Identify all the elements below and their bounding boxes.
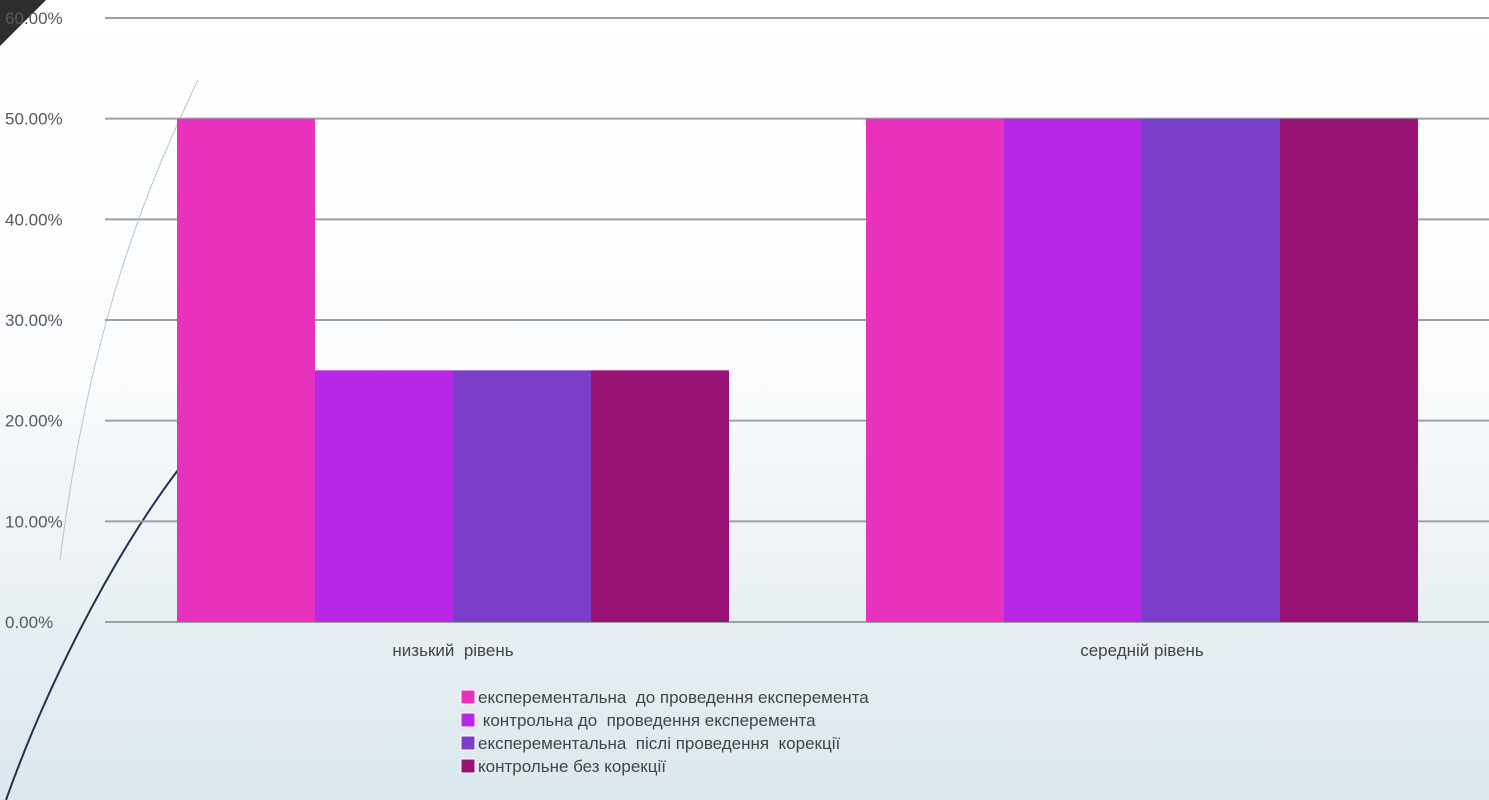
x-axis-labels: низький рівень середній рівень bbox=[392, 641, 1204, 660]
corner-decoration bbox=[0, 0, 46, 46]
y-tick-label: 20.00% bbox=[5, 412, 63, 431]
y-axis-labels: 0.00% 10.00% 20.00% 30.00% 40.00% 50.00% 60.00… bbox=[5, 9, 63, 632]
y-tick-label: 10.00% bbox=[5, 512, 63, 531]
bar bbox=[1142, 118, 1280, 623]
decor-curve-line bbox=[5, 469, 179, 800]
y-tick-label: 30.00% bbox=[5, 311, 63, 330]
y-tick-label: 60.00% bbox=[5, 9, 63, 28]
legend-label: контрольна до проведення експеремента bbox=[478, 711, 816, 730]
legend-swatch bbox=[460, 689, 476, 705]
legend-label: експерементальна до проведення експереме… bbox=[478, 688, 869, 707]
bar bbox=[315, 370, 453, 622]
bar bbox=[1004, 118, 1142, 623]
bar bbox=[1280, 118, 1418, 623]
bar bbox=[453, 370, 591, 622]
y-tick-label: 50.00% bbox=[5, 110, 63, 129]
legend-swatch bbox=[460, 712, 476, 728]
legend-label: контрольне без корекції bbox=[478, 757, 666, 776]
legend-swatch bbox=[460, 758, 476, 774]
bar bbox=[866, 118, 1004, 623]
legend-label: експерементальна післі проведення корекц… bbox=[478, 734, 840, 753]
legend-swatch bbox=[460, 735, 476, 751]
x-category-label: низький рівень bbox=[392, 641, 513, 660]
legend: експерементальна до проведення експереме… bbox=[460, 688, 869, 776]
y-tick-label: 0.00% bbox=[5, 613, 53, 632]
y-tick-label: 40.00% bbox=[5, 210, 63, 229]
bars bbox=[177, 118, 1418, 623]
x-category-label: середній рівень bbox=[1080, 641, 1204, 660]
bar bbox=[591, 370, 729, 622]
bar bbox=[177, 118, 315, 623]
